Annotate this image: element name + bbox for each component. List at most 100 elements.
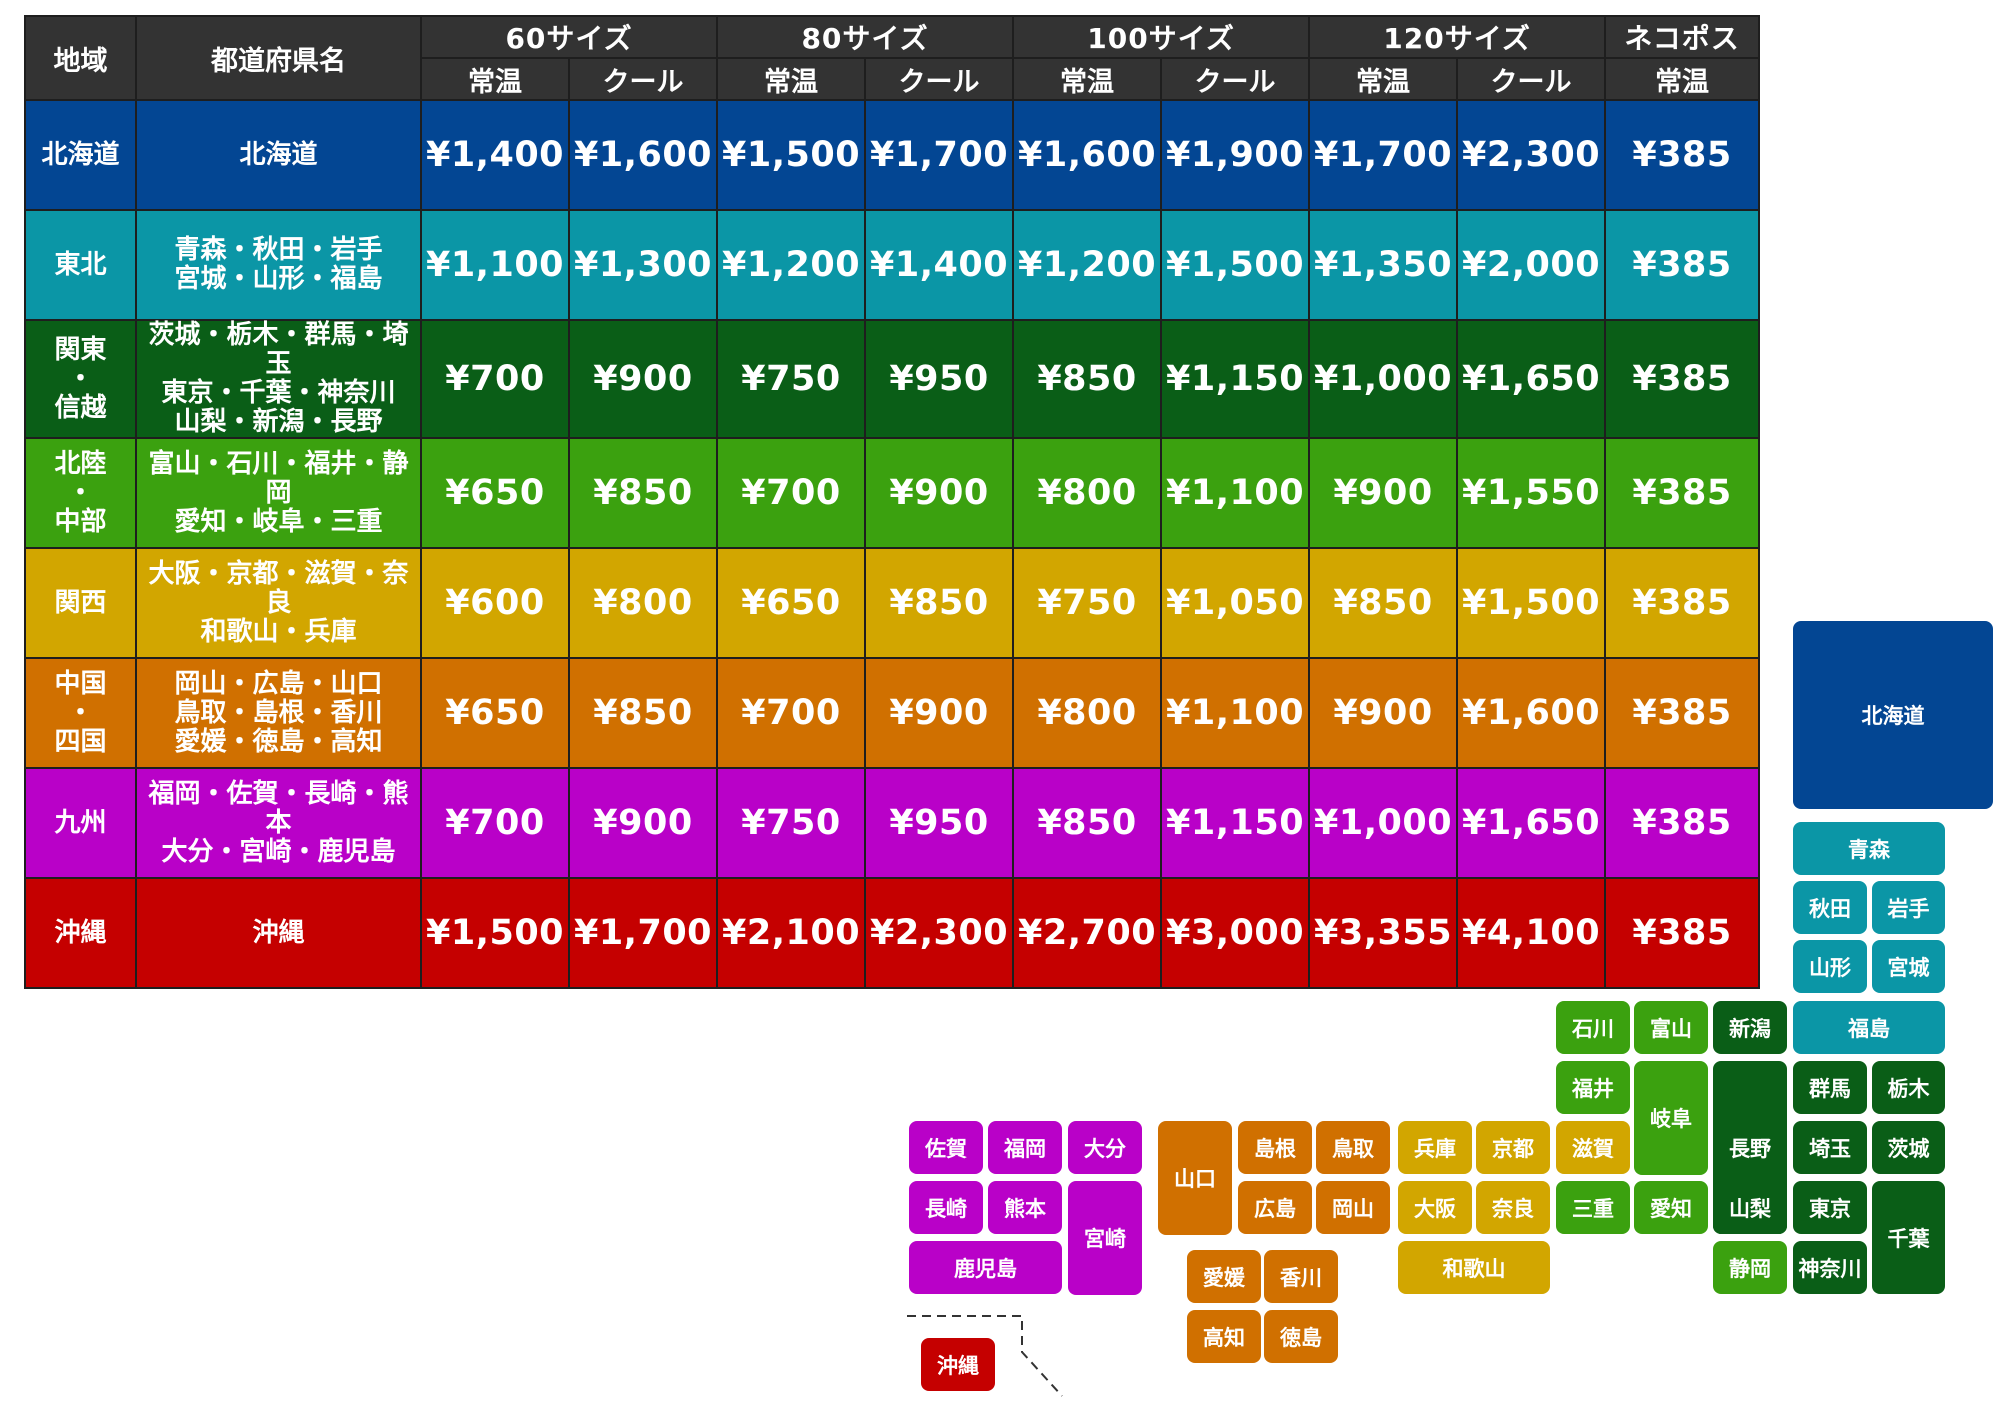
prefecture-tile: 大分 (1068, 1121, 1142, 1174)
prefecture-list-line: 茨城・栃木・群馬・埼玉 (148, 320, 409, 379)
price-cell: ¥385 (1604, 767, 1761, 879)
region-name-line: ・ (67, 477, 94, 508)
region-cell: 東北 (24, 209, 137, 321)
prefecture-cell: 大阪・京都・滋賀・奈良 和歌山・兵庫 (135, 547, 422, 659)
price-cell: ¥950 (864, 319, 1015, 439)
price-cell: ¥1,700 (864, 99, 1015, 211)
prefecture-tile: 高知 (1187, 1310, 1261, 1363)
price-cell: ¥900 (864, 437, 1015, 549)
table-row: 関西 大阪・京都・滋賀・奈良 和歌山・兵庫 ¥600 ¥800 ¥650 ¥850 ¥750 ¥… (24, 547, 1761, 659)
region-name-line: 信越 (54, 392, 107, 423)
price-cell: ¥850 (864, 547, 1015, 659)
prefecture-tile: 埼玉 (1793, 1121, 1867, 1174)
nekopos-header: ネコポス (1604, 15, 1761, 59)
price-cell: ¥2,000 (1456, 209, 1607, 321)
prefecture-cell: 富山・石川・福井・静岡 愛知・岐阜・三重 (135, 437, 422, 549)
price-cell: ¥385 (1604, 99, 1761, 211)
prefecture-tile: 福岡 (988, 1121, 1062, 1174)
price-cell: ¥1,550 (1456, 437, 1607, 549)
table-row: 中国・四国 岡山・広島・山口 鳥取・島根・香川 愛媛・徳島・高知 ¥650 ¥850 ¥70… (24, 657, 1761, 769)
prefecture-column-header: 都道府県名 (135, 15, 422, 101)
prefecture-tile: 鳥取 (1316, 1121, 1390, 1174)
region-cell: 沖縄 (24, 877, 137, 989)
prefecture-tile: 京都 (1476, 1121, 1550, 1174)
price-cell: ¥4,100 (1456, 877, 1607, 989)
price-cell: ¥2,100 (716, 877, 867, 989)
region-name-line: 北陸 (54, 448, 107, 479)
price-cell: ¥950 (864, 767, 1015, 879)
prefecture-list-line: 東京・千葉・神奈川 (161, 378, 396, 408)
prefecture-list-line: 青森・秋田・岩手 (174, 235, 383, 265)
prefecture-list-line: 宮城・山形・福島 (174, 264, 383, 294)
prefecture-tile: 東京 (1793, 1181, 1867, 1234)
prefecture-tile: 鹿児島 (909, 1241, 1062, 1294)
prefecture-list-line: 北海道 (239, 139, 318, 170)
price-cell: ¥850 (1012, 319, 1163, 439)
price-cell: ¥1,300 (567, 209, 719, 321)
price-cell: ¥600 (420, 547, 570, 659)
price-cell: ¥800 (567, 547, 719, 659)
table-body: 北海道 北海道 ¥1,400 ¥1,600 ¥1,500 ¥1,700 ¥1,600 ¥1,9… (24, 99, 1761, 989)
temperature-header: クール (1456, 57, 1607, 101)
price-cell: ¥800 (1012, 657, 1163, 769)
region-name-line: ・ (67, 363, 94, 394)
price-cell: ¥1,100 (420, 209, 570, 321)
table-row: 東北 青森・秋田・岩手 宮城・山形・福島 ¥1,100 ¥1,300 ¥1,200 ¥1,4… (24, 209, 1761, 321)
region-name-line: 北海道 (41, 139, 120, 170)
region-name-line: 九州 (54, 807, 107, 838)
prefecture-list-line: 山梨・新潟・長野 (174, 407, 383, 437)
prefecture-tile: 岐阜 (1634, 1061, 1708, 1175)
prefecture-cell: 北海道 (135, 99, 422, 211)
region-column-header: 地域 (24, 15, 137, 101)
price-cell: ¥650 (420, 437, 570, 549)
region-cell: 中国・四国 (24, 657, 137, 769)
price-cell: ¥385 (1604, 319, 1761, 439)
prefecture-tile: 青森 (1793, 822, 1945, 875)
prefecture-cell: 茨城・栃木・群馬・埼玉 東京・千葉・神奈川 山梨・新潟・長野 (135, 319, 422, 439)
prefecture-cell: 福岡・佐賀・長崎・熊本 大分・宮崎・鹿児島 (135, 767, 422, 879)
prefecture-tile: 長崎 (909, 1181, 983, 1234)
prefecture-tile: 岡山 (1316, 1181, 1390, 1234)
size-120-header: 120サイズ (1308, 15, 1607, 59)
prefecture-tile: 宮城 (1872, 940, 1945, 993)
table-row: 九州 福岡・佐賀・長崎・熊本 大分・宮崎・鹿児島 ¥700 ¥900 ¥750 ¥950 ¥8… (24, 767, 1761, 879)
price-cell: ¥1,500 (420, 877, 570, 989)
prefecture-tile: 和歌山 (1398, 1241, 1550, 1294)
price-cell: ¥1,900 (1160, 99, 1311, 211)
prefecture-tile: 愛媛 (1187, 1250, 1261, 1303)
prefecture-list-line: 愛媛・徳島・高知 (174, 726, 383, 757)
prefecture-cell: 青森・秋田・岩手 宮城・山形・福島 (135, 209, 422, 321)
prefecture-tile: 山梨 (1713, 1181, 1787, 1234)
price-cell: ¥1,400 (420, 99, 570, 211)
prefecture-tile: 秋田 (1793, 881, 1867, 934)
prefecture-tile: 神奈川 (1793, 1241, 1867, 1294)
prefecture-tile: 熊本 (988, 1181, 1062, 1234)
temperature-header-row: 常温 クール 常温 クール 常温 クール 常温 クール 常温 (25, 57, 1761, 101)
region-name-line: 沖縄 (54, 917, 107, 948)
prefecture-tile: 徳島 (1264, 1310, 1338, 1363)
region-name-line: ・ (67, 697, 94, 728)
prefecture-tile: 大阪 (1398, 1181, 1472, 1234)
prefecture-tile: 群馬 (1793, 1061, 1867, 1114)
price-cell: ¥1,650 (1456, 767, 1607, 879)
prefecture-tile: 石川 (1556, 1001, 1630, 1054)
region-name-line: 中部 (54, 506, 107, 537)
price-cell: ¥650 (420, 657, 570, 769)
prefecture-list-line: 福岡・佐賀・長崎・熊本 (148, 778, 409, 838)
size-header-row: 地域 都道府県名 60サイズ 80サイズ 100サイズ 120サイズ ネコポス (24, 15, 1761, 101)
price-cell: ¥900 (864, 657, 1015, 769)
prefecture-tile: 栃木 (1872, 1061, 1945, 1114)
price-cell: ¥2,300 (1456, 99, 1607, 211)
prefecture-tile: 新潟 (1713, 1001, 1787, 1054)
prefecture-tile: 三重 (1556, 1181, 1630, 1234)
prefecture-tile: 宮崎 (1068, 1181, 1142, 1295)
temperature-header: クール (864, 57, 1015, 101)
shipping-rate-table: 地域 都道府県名 60サイズ 80サイズ 100サイズ 120サイズ ネコポス … (24, 15, 1761, 989)
price-cell: ¥1,600 (567, 99, 719, 211)
price-cell: ¥385 (1604, 657, 1761, 769)
prefecture-tile: 奈良 (1476, 1181, 1550, 1234)
size-100-header: 100サイズ (1012, 15, 1311, 59)
price-cell: ¥1,100 (1160, 657, 1311, 769)
prefecture-list-line: 富山・石川・福井・静岡 (148, 448, 409, 508)
size-80-header: 80サイズ (716, 15, 1015, 59)
